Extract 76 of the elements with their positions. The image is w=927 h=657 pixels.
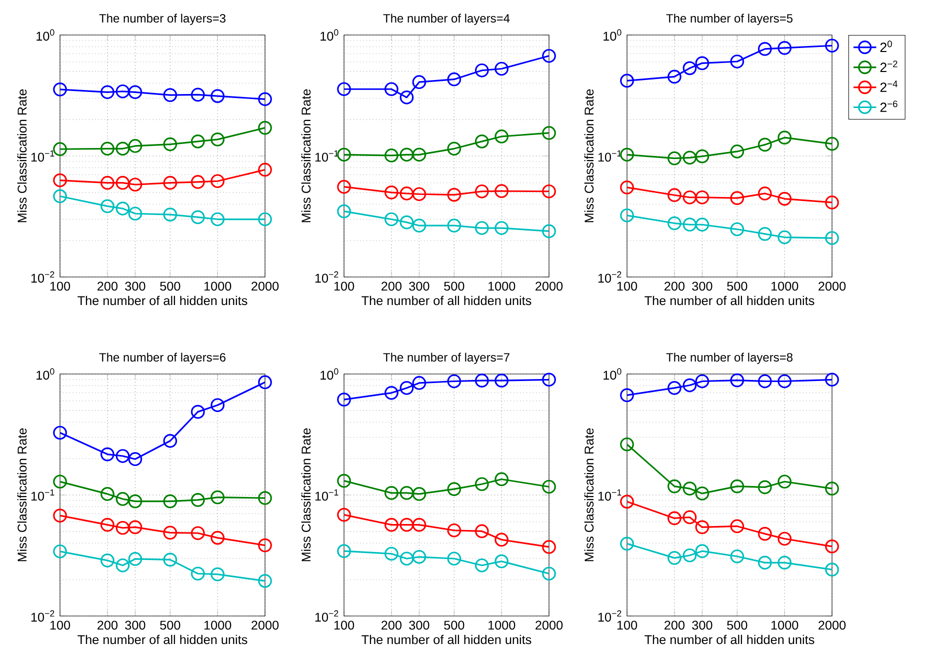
x-tick-label: 200: [664, 282, 685, 291]
y-axis-title: Miss Classification Rate: [584, 89, 594, 222]
y-tick-label: 10$^{−2}$: [31, 271, 54, 283]
x-tick-label: 2000: [252, 282, 279, 291]
y-axis-title: Miss Classification Rate: [17, 89, 27, 222]
x-tick-label: 500: [444, 620, 464, 630]
x-tick-label: 1000: [488, 282, 516, 291]
x-tick-label: 100: [334, 282, 354, 291]
x-tick-label: 100: [50, 282, 70, 291]
chart-title: The number of layers=5: [666, 14, 793, 25]
x-tick-label: 300: [409, 282, 430, 291]
x-axis-title: The number of all hidden units: [644, 634, 814, 644]
y-tick-label: 10$^{−1}$: [315, 489, 338, 501]
chart-title: The number of layers=4: [383, 14, 510, 25]
y-tick-label: 10$^{−2}$: [315, 271, 338, 283]
x-axis-title: The number of all hidden units: [362, 634, 532, 644]
x-tick-label: 100: [617, 620, 638, 630]
x-axis-title: The number of all hidden units: [362, 296, 532, 306]
y-tick-label: 10$^{−2}$: [31, 610, 54, 622]
y-tick-label: 10$^{0}$: [604, 368, 622, 380]
y-axis-title: Miss Classification Rate: [17, 428, 27, 562]
x-axis-title: The number of all hidden units: [78, 296, 248, 306]
x-tick-label: 2000: [252, 620, 279, 630]
x-tick-label: 500: [727, 282, 748, 291]
x-tick-label: 100: [617, 282, 638, 291]
x-tick-label: 1000: [771, 620, 798, 630]
x-tick-label: 200: [97, 282, 118, 291]
x-tick-label: 1000: [771, 282, 798, 291]
legend-label: 2$^{−4}$: [880, 80, 898, 92]
x-tick-label: 200: [382, 620, 402, 630]
x-tick-label: 200: [97, 620, 118, 630]
y-tick-label: 10$^{−1}$: [598, 489, 622, 501]
x-tick-label: 500: [160, 282, 180, 291]
x-tick-label: 1000: [204, 620, 232, 630]
legend-label: 2$^{−2}$: [880, 60, 898, 72]
x-tick-label: 300: [125, 282, 146, 291]
y-tick-label: 10$^{−1}$: [31, 489, 54, 501]
x-tick-label: 2000: [818, 620, 846, 630]
chart-title: The number of layers=8: [666, 352, 792, 364]
x-tick-label: 500: [444, 282, 464, 291]
x-tick-label: 100: [334, 620, 354, 630]
x-tick-label: 2000: [536, 282, 563, 291]
x-tick-label: 1000: [488, 620, 516, 630]
y-tick-label: 10$^{0}$: [36, 29, 54, 41]
x-tick-label: 1000: [204, 282, 232, 291]
x-tick-label: 200: [664, 620, 685, 630]
chart-title: The number of layers=7: [383, 352, 510, 364]
x-tick-label: 300: [692, 282, 712, 291]
chart-title: The number of layers=6: [99, 352, 226, 364]
y-tick-label: 10$^{0}$: [604, 29, 622, 41]
x-tick-label: 300: [692, 620, 712, 630]
legend-label: 2$^{−6}$: [880, 100, 898, 112]
y-tick-label: 10$^{−2}$: [598, 271, 622, 283]
x-tick-label: 2000: [818, 282, 846, 291]
x-axis-title: The number of all hidden units: [78, 634, 248, 644]
y-tick-label: 10$^{−2}$: [598, 610, 622, 622]
x-tick-label: 200: [382, 282, 402, 291]
y-tick-label: 10$^{0}$: [36, 368, 54, 380]
chart-title: The number of layers=3: [99, 14, 226, 25]
legend-label: 2$^{0}$: [880, 40, 892, 52]
y-tick-label: 10$^{−2}$: [315, 610, 338, 622]
y-tick-label: 10$^{0}$: [320, 368, 338, 380]
x-tick-label: 300: [409, 620, 430, 630]
x-tick-label: 100: [50, 620, 70, 630]
y-tick-label: 10$^{−1}$: [315, 150, 338, 162]
x-tick-label: 2000: [536, 620, 563, 630]
y-tick-label: 10$^{0}$: [320, 29, 338, 41]
x-tick-label: 500: [160, 620, 180, 630]
y-axis-title: Miss Classification Rate: [301, 428, 311, 562]
x-tick-label: 500: [727, 620, 748, 630]
y-tick-label: 10$^{−1}$: [598, 150, 622, 162]
x-axis-title: The number of all hidden units: [644, 296, 814, 306]
y-axis-title: Miss Classification Rate: [584, 428, 594, 562]
y-tick-label: 10$^{−1}$: [31, 150, 54, 162]
y-axis-title: Miss Classification Rate: [301, 89, 311, 222]
x-tick-label: 300: [125, 620, 146, 630]
